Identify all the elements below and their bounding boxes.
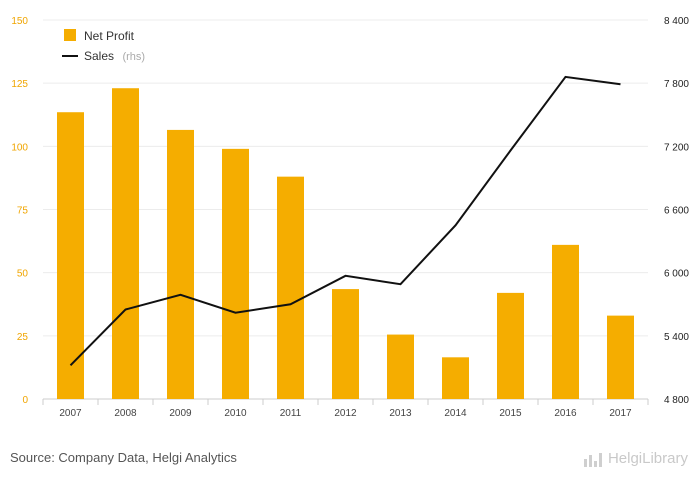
x-tick-label: 2011 <box>280 408 302 419</box>
gridlines <box>42 19 649 405</box>
bar-net-profit <box>332 289 359 399</box>
x-tick-label: 2009 <box>169 408 192 419</box>
right-axis-ticks: 4 800 5 400 6 000 6 600 7 200 7 800 8 400 <box>664 16 689 406</box>
right-tick-label: 7 200 <box>664 142 689 153</box>
left-tick-label: 150 <box>11 16 28 27</box>
left-tick-label: 50 <box>17 269 29 280</box>
bar-net-profit <box>442 357 469 399</box>
brand-name: HelgiLibrary <box>607 450 688 467</box>
right-tick-label: 4 800 <box>664 395 689 406</box>
left-tick-label: 125 <box>11 79 28 90</box>
x-tick-label: 2008 <box>114 408 137 419</box>
left-tick-label: 25 <box>17 332 29 343</box>
right-tick-label: 6 000 <box>664 269 689 280</box>
bar-net-profit <box>497 292 524 399</box>
x-tick-label: 2012 <box>334 408 357 419</box>
legend-label-sales-suffix: (rhs) <box>122 51 145 63</box>
helgi-logo-icon <box>583 451 604 467</box>
combo-chart: 0 25 50 75 100 125 150 4 800 5 400 6 000 6 600 7 2… <box>11 16 689 419</box>
x-tick-label: 2014 <box>444 408 467 419</box>
x-tick-label: 2007 <box>59 408 82 419</box>
left-tick-label: 100 <box>11 142 28 153</box>
legend: Net Profit Sales (rhs) <box>62 29 145 64</box>
bar-net-profit <box>222 148 249 399</box>
net-profit-bars <box>57 88 634 400</box>
x-tick-label: 2016 <box>554 408 577 419</box>
bar-net-profit <box>57 112 84 400</box>
x-tick-label: 2015 <box>499 408 522 419</box>
left-axis-ticks: 0 25 50 75 100 125 150 <box>11 16 28 406</box>
legend-swatch-net-profit <box>64 29 76 41</box>
brand-watermark: HelgiLibrary <box>583 450 688 467</box>
right-tick-label: 7 800 <box>664 79 689 90</box>
legend-label-sales-group: Sales (rhs) <box>84 47 145 64</box>
left-tick-label: 75 <box>17 206 29 217</box>
bar-net-profit <box>607 315 634 399</box>
x-tick-label: 2010 <box>224 408 247 419</box>
bar-net-profit <box>387 334 414 399</box>
bar-net-profit <box>277 176 304 399</box>
sales-line <box>69 75 621 367</box>
bar-net-profit <box>167 129 194 399</box>
legend-label-sales: Sales <box>84 49 114 63</box>
bar-net-profit <box>552 244 579 399</box>
x-axis-ticks: 2007 2008 2009 2010 2011 2012 2013 2014 2015 2016… <box>59 408 632 419</box>
source-note: Source: Company Data, Helgi Analytics <box>10 450 237 465</box>
legend-label-net-profit: Net Profit <box>84 29 135 43</box>
left-tick-label: 0 <box>22 395 28 406</box>
bar-net-profit <box>112 88 139 399</box>
right-tick-label: 6 600 <box>664 206 689 217</box>
x-tick-label: 2017 <box>609 408 632 419</box>
x-tick-label: 2013 <box>389 408 412 419</box>
right-tick-label: 8 400 <box>664 16 689 27</box>
right-tick-label: 5 400 <box>664 332 689 343</box>
